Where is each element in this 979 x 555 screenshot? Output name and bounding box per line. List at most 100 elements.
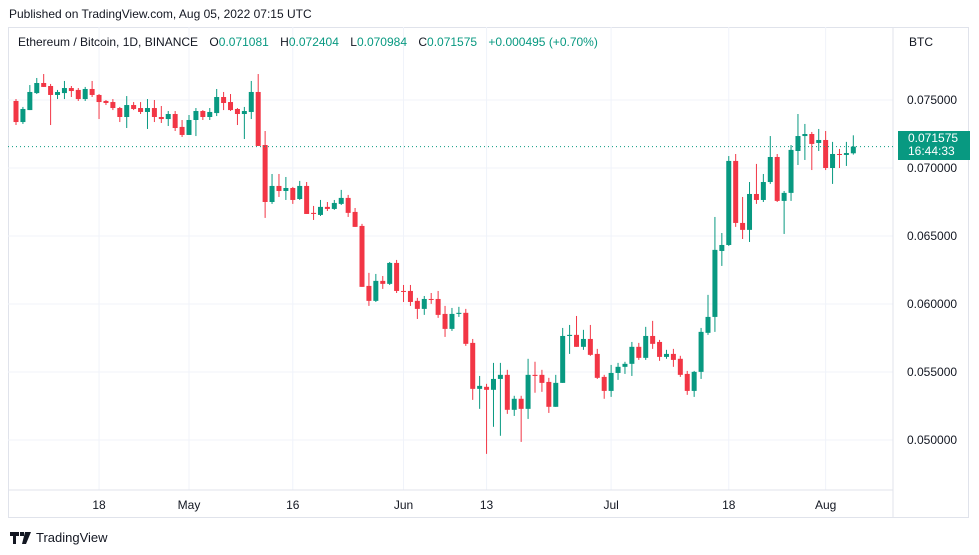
candle-down — [380, 275, 386, 289]
candle-up — [477, 375, 483, 409]
candle-up — [622, 361, 628, 374]
candle-down — [836, 148, 842, 168]
candle-body — [276, 185, 282, 191]
candle-down — [601, 374, 607, 399]
candle-up — [490, 362, 496, 427]
candle-down — [276, 173, 282, 197]
chart-frame — [8, 27, 969, 518]
candle-body — [304, 185, 310, 214]
time-tick-label: Jul — [603, 498, 618, 512]
candle-down — [117, 106, 123, 123]
candle-up — [608, 364, 614, 397]
candle-down — [200, 110, 206, 120]
candle-down — [518, 395, 524, 442]
candle-body — [733, 160, 739, 223]
candle-body — [138, 108, 144, 112]
candle-body — [324, 206, 330, 209]
time-tick-label: Aug — [815, 498, 836, 512]
candle-body — [207, 111, 213, 117]
symbol-title: Ethereum / Bitcoin, 1D, BINANCE — [18, 35, 199, 49]
candle-up — [456, 306, 462, 317]
candle-body — [27, 91, 33, 111]
candle-body — [795, 136, 801, 151]
candle-body — [338, 197, 344, 204]
candle-body — [608, 372, 614, 391]
candle-up — [795, 114, 801, 166]
candle-down — [359, 223, 365, 287]
candle-down — [823, 131, 829, 171]
candle-down — [255, 74, 261, 146]
candle-up — [269, 173, 275, 204]
candle-up — [61, 80, 67, 100]
candle-down — [753, 163, 759, 204]
candle-body — [657, 341, 663, 357]
candle-up — [615, 362, 621, 380]
candle-down — [110, 99, 116, 111]
candle-down — [442, 305, 448, 337]
candle-body — [809, 134, 815, 144]
candle-body — [311, 212, 317, 214]
time-tick-label: 18 — [92, 498, 106, 512]
candle-body — [691, 371, 697, 391]
candle-body — [705, 316, 711, 333]
candle-up — [421, 295, 427, 315]
candle-down — [650, 320, 656, 349]
candle-down — [13, 99, 19, 126]
candle-body — [830, 153, 836, 168]
candle-up — [843, 141, 849, 166]
candle-down — [103, 100, 109, 106]
price-axis[interactable]: 0.075000 0.070000 0.065000 0.060000 0.055000… — [907, 93, 957, 447]
candle-body — [241, 111, 247, 115]
candle-body — [269, 185, 275, 202]
price-tick-label: 0.050000 — [907, 433, 957, 447]
candle-body — [41, 83, 47, 87]
candle-down — [345, 194, 351, 217]
candle-down — [470, 338, 476, 400]
price-tick-label: 0.060000 — [907, 297, 957, 311]
candle-body — [34, 83, 40, 94]
candle-body — [179, 126, 185, 135]
published-caption: Published on TradingView.com, Aug 05, 20… — [9, 7, 312, 21]
candle-down — [172, 111, 178, 132]
footer-brand[interactable]: TradingView — [10, 530, 108, 545]
candle-down — [740, 196, 746, 239]
candle-body — [802, 134, 808, 137]
candle-up — [241, 106, 247, 140]
candle-body — [117, 108, 123, 117]
candle-body — [352, 211, 358, 227]
candle-body — [345, 197, 351, 213]
candle-body — [172, 114, 178, 129]
candle-body — [96, 94, 102, 103]
candle-up — [747, 182, 753, 242]
candle-down — [670, 348, 676, 367]
high-value: 0.072404 — [288, 35, 339, 49]
time-axis[interactable]: 18 May 16 Jun 13 Jul 18 Aug — [92, 498, 836, 512]
candle-down — [41, 74, 47, 87]
candle-body — [484, 386, 490, 390]
candle-body — [221, 97, 227, 103]
candle-down — [48, 83, 54, 126]
candle-down — [574, 315, 580, 347]
candle-body — [532, 374, 538, 376]
candle-body — [214, 97, 220, 114]
candle-body — [497, 374, 503, 379]
candle-up — [55, 89, 61, 100]
candle-down — [539, 369, 545, 392]
candle-body — [774, 156, 780, 201]
candle-body — [297, 185, 303, 200]
candle-up — [643, 326, 649, 360]
candle-body — [643, 335, 649, 358]
candle-up — [802, 123, 808, 160]
candle-down — [657, 339, 663, 361]
candle-body — [712, 249, 718, 317]
time-tick-label: May — [178, 498, 201, 512]
candle-up — [283, 176, 289, 200]
candle-up — [698, 327, 704, 379]
candle-body — [580, 338, 586, 347]
candle-up — [760, 173, 766, 202]
candle-body — [110, 102, 116, 109]
candle-body — [823, 139, 829, 168]
candle-down — [401, 284, 407, 302]
candle-body — [407, 290, 413, 302]
